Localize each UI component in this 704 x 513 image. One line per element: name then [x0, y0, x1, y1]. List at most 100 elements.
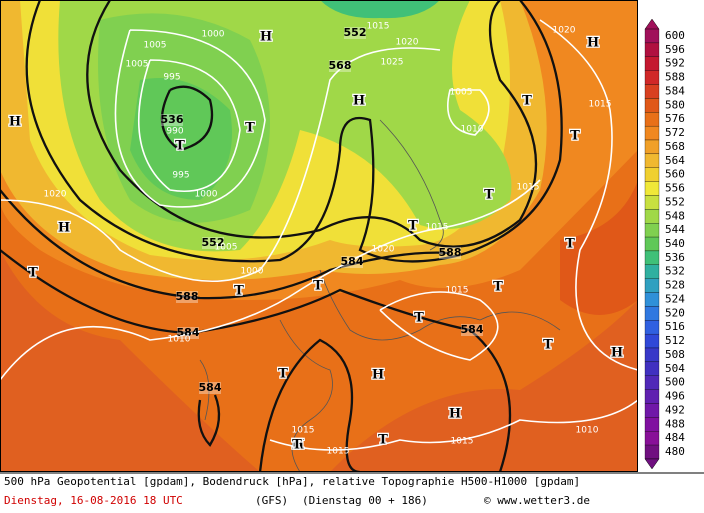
height-label: 584 [341, 255, 364, 268]
colorbar-label: 588 [665, 71, 685, 84]
colorbar-swatch [644, 264, 660, 279]
colorbar-swatch [644, 125, 660, 141]
pressure-label: 1020 [44, 190, 67, 200]
colorbar-swatch [644, 431, 660, 446]
pressure-label: 995 [163, 73, 180, 83]
geopotential-contours [0, 0, 563, 472]
colorbar-swatch [644, 403, 660, 418]
map-area [0, 0, 638, 472]
colorbar-swatch [644, 98, 660, 113]
pressure-label: 1015 [426, 223, 449, 233]
pressure-label: 1015 [446, 286, 469, 296]
colorbar-swatch [644, 292, 660, 307]
pressure-system: H [372, 368, 384, 383]
height-label-box [202, 237, 224, 249]
pressure-system: H [260, 30, 272, 45]
pressure-label: 990 [166, 127, 183, 137]
colorbar-label: 596 [665, 43, 685, 56]
height-label-box [177, 327, 199, 339]
colorbar-swatch [644, 209, 660, 224]
pressure-system: H [611, 346, 623, 361]
pressure-label: 1020 [372, 245, 395, 255]
pressure-label: 1015 [589, 100, 612, 110]
caption-title: 500 hPa Geopotential [gpdam], Bodendruck… [4, 475, 580, 488]
pressure-label: 1010 [576, 426, 599, 436]
height-label: 552 [202, 236, 225, 249]
pressure-label: 1005 [450, 88, 473, 98]
colorbar-label: 540 [665, 237, 685, 250]
pressure-label: 1015 [451, 437, 474, 447]
colorbar-label: 536 [665, 251, 685, 264]
pressure-system: H [587, 36, 599, 51]
height-label-box [439, 247, 461, 259]
map-frame [0, 0, 638, 472]
pressure-label: 1015 [327, 447, 350, 457]
caption-date: Dienstag, 16-08-2016 18 UTC [4, 494, 183, 507]
pressure-system: H [58, 221, 70, 236]
pressure-label: 1000 [195, 190, 218, 200]
colorbar-swatch [644, 56, 660, 71]
pressure-label: 1000 [241, 267, 264, 277]
height-label-box [329, 60, 351, 72]
pressure-label: 1020 [396, 38, 419, 48]
height-label-box [341, 256, 363, 268]
isobars [0, 19, 638, 451]
colorbar: 6005965925885845805765725685645605565525… [644, 18, 685, 470]
colorbar-swatch [644, 167, 660, 182]
height-label: 536 [161, 113, 184, 126]
colorbar-label: 544 [665, 223, 685, 236]
colorbar-swatch [644, 250, 660, 265]
colorbar-label: 524 [665, 292, 685, 305]
height-label-box [161, 114, 183, 126]
pressure-system: T [378, 433, 388, 448]
colorbar-swatch [644, 306, 660, 321]
pressure-label: 1005 [215, 243, 238, 253]
pressure-system: T [278, 367, 288, 382]
coastlines [199, 119, 561, 472]
colorbar-swatch [644, 28, 660, 44]
colorbar-label: 496 [665, 390, 685, 403]
colorbar-label: 584 [665, 84, 685, 97]
colorbar-swatch [644, 153, 660, 168]
colorbar-label: 516 [665, 320, 685, 333]
colorbar-label: 500 [665, 376, 685, 389]
height-label-box [176, 291, 198, 303]
pressure-system: H [353, 94, 365, 109]
colorbar-label: 480 [665, 445, 685, 458]
height-label: 588 [176, 290, 199, 303]
pressure-system: T [522, 94, 532, 109]
colorbar-swatch [644, 112, 660, 127]
height-label: 584 [461, 323, 484, 336]
colorbar-swatch [644, 195, 660, 210]
pressure-system: H [449, 407, 461, 422]
caption-model: (GFS) [255, 494, 288, 507]
colorbar-label: 504 [665, 362, 685, 375]
colorbar-swatch [644, 361, 660, 376]
colorbar-arrow [644, 18, 660, 30]
pressure-system: T [414, 311, 424, 326]
height-label-box [461, 324, 483, 336]
colorbar-swatch [644, 139, 660, 155]
height-label: 552 [344, 26, 367, 39]
colorbar-swatch [644, 389, 660, 404]
pressure-label: 1025 [381, 58, 404, 68]
pressure-system: T [570, 129, 580, 144]
colorbar-label: 572 [665, 126, 685, 139]
colorbar-swatch [644, 236, 660, 252]
colorbar-label: 548 [665, 209, 685, 222]
colorbar-label: 592 [665, 57, 685, 70]
colorbar-swatch [644, 417, 660, 432]
pressure-label: 1010 [168, 335, 191, 345]
pressure-system: T [28, 266, 38, 281]
colorbar-swatch [644, 333, 660, 349]
caption-credit: © www.wetter3.de [484, 494, 590, 507]
pressure-system: T [234, 284, 244, 299]
colorbar-label: 552 [665, 195, 685, 208]
caption-run: (Dienstag 00 + 186) [302, 494, 428, 507]
colorbar-label: 492 [665, 403, 685, 416]
colorbar-label: 560 [665, 168, 685, 181]
colorbar-label: 512 [665, 334, 685, 347]
colorbar-swatch [644, 181, 660, 196]
pressure-system: H [292, 438, 304, 453]
